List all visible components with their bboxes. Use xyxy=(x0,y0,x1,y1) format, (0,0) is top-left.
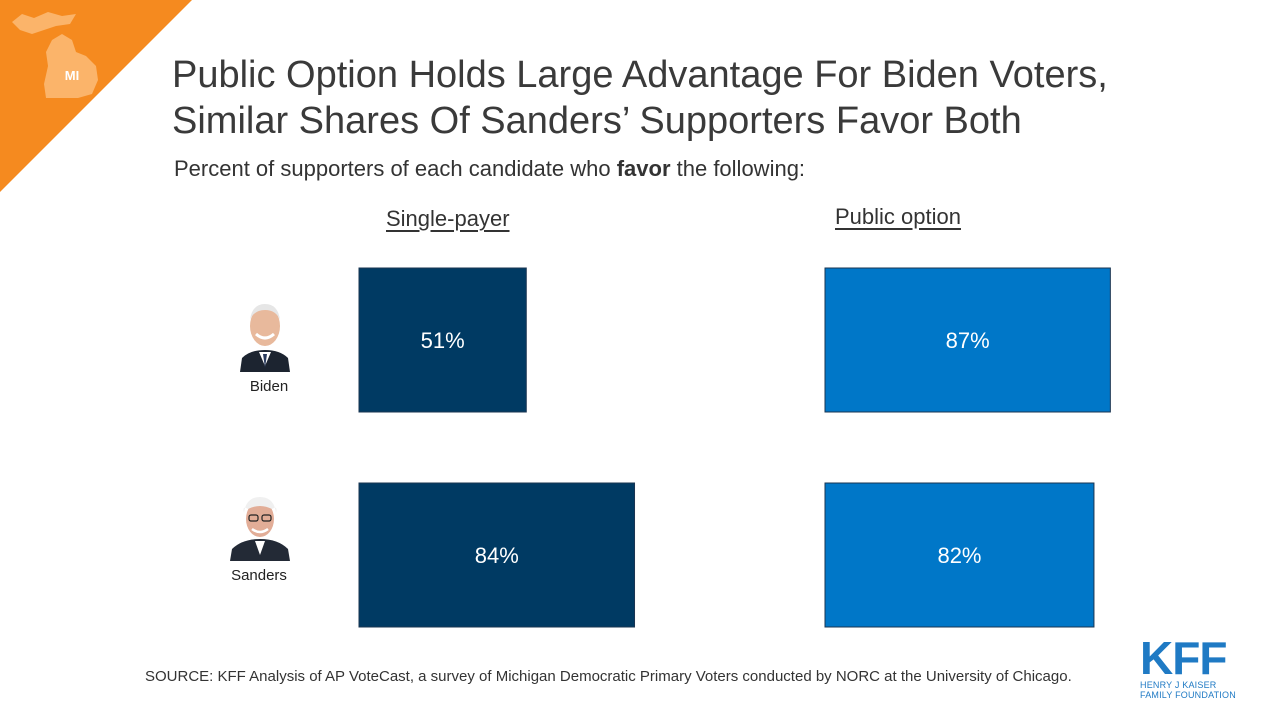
biden-portrait-icon xyxy=(240,304,290,372)
bar-biden-single-payer xyxy=(358,267,527,413)
title-line-1: Public Option Holds Large Advantage For … xyxy=(172,54,1108,96)
panel-heading-single-payer: Single-payer xyxy=(386,206,510,231)
bar-biden-public-option xyxy=(824,267,1111,413)
bar-value-label: 51% xyxy=(421,328,465,353)
subtitle: Percent of supporters of each candidate … xyxy=(174,156,805,182)
subtitle-bold: favor xyxy=(616,156,671,181)
logo-line-2: FAMILY FOUNDATION xyxy=(1140,690,1236,700)
bar-value-label: 87% xyxy=(946,328,990,353)
candidate-label-sanders: Sanders xyxy=(231,567,287,584)
panel-heading-public-option: Public option xyxy=(835,204,961,229)
source-note: SOURCE: KFF Analysis of AP VoteCast, a s… xyxy=(145,668,1072,685)
bar-sanders-public-option xyxy=(824,482,1095,628)
sanders-portrait-icon xyxy=(230,497,290,561)
logo-line-1: HENRY J KAISER xyxy=(1140,680,1217,690)
michigan-corner-badge: MI xyxy=(0,0,192,192)
bar-value-label: 82% xyxy=(937,543,981,568)
page-title: Public Option Holds Large Advantage For … xyxy=(172,52,1232,144)
bar-value-label: 84% xyxy=(475,543,519,568)
subtitle-prefix: Percent of supporters of each candidate … xyxy=(174,156,617,181)
state-label: MI xyxy=(65,68,79,83)
candidate-label-biden: Biden xyxy=(249,378,289,395)
michigan-map-icon xyxy=(12,12,98,98)
logo-mark: KFF xyxy=(1140,632,1227,684)
kff-logo: KFF HENRY J KAISER FAMILY FOUNDATION xyxy=(1140,632,1240,700)
bar-sanders-single-payer xyxy=(358,482,636,628)
title-line-2: Similar Shares Of Sanders’ Supporters Fa… xyxy=(172,100,1022,142)
subtitle-suffix: the following: xyxy=(670,156,806,181)
